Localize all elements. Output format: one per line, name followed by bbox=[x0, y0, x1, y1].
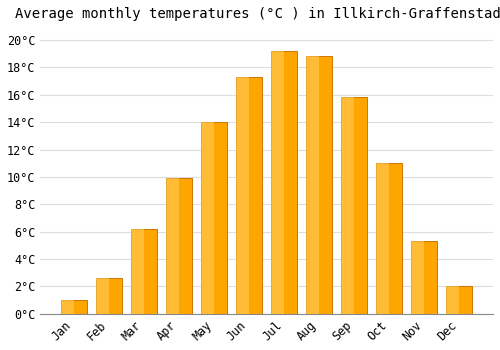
Bar bbox=[446, 287, 472, 314]
Bar bbox=[61, 300, 74, 314]
Bar bbox=[96, 278, 109, 314]
Title: Average monthly temperatures (°C ) in Illkirch-Graffenstaden: Average monthly temperatures (°C ) in Il… bbox=[16, 7, 500, 21]
Bar bbox=[341, 98, 367, 314]
Bar bbox=[201, 122, 214, 314]
Bar bbox=[61, 300, 87, 314]
Bar bbox=[376, 163, 402, 314]
Bar bbox=[411, 241, 438, 314]
Bar bbox=[131, 229, 157, 314]
Bar bbox=[166, 178, 179, 314]
Bar bbox=[411, 241, 424, 314]
Bar bbox=[271, 51, 284, 314]
Bar bbox=[96, 278, 122, 314]
Bar bbox=[236, 77, 249, 314]
Bar bbox=[446, 287, 460, 314]
Bar bbox=[201, 122, 228, 314]
Bar bbox=[271, 51, 297, 314]
Bar bbox=[306, 56, 319, 314]
Bar bbox=[376, 163, 390, 314]
Bar bbox=[306, 56, 332, 314]
Bar bbox=[131, 229, 144, 314]
Bar bbox=[236, 77, 262, 314]
Bar bbox=[166, 178, 192, 314]
Bar bbox=[341, 98, 354, 314]
